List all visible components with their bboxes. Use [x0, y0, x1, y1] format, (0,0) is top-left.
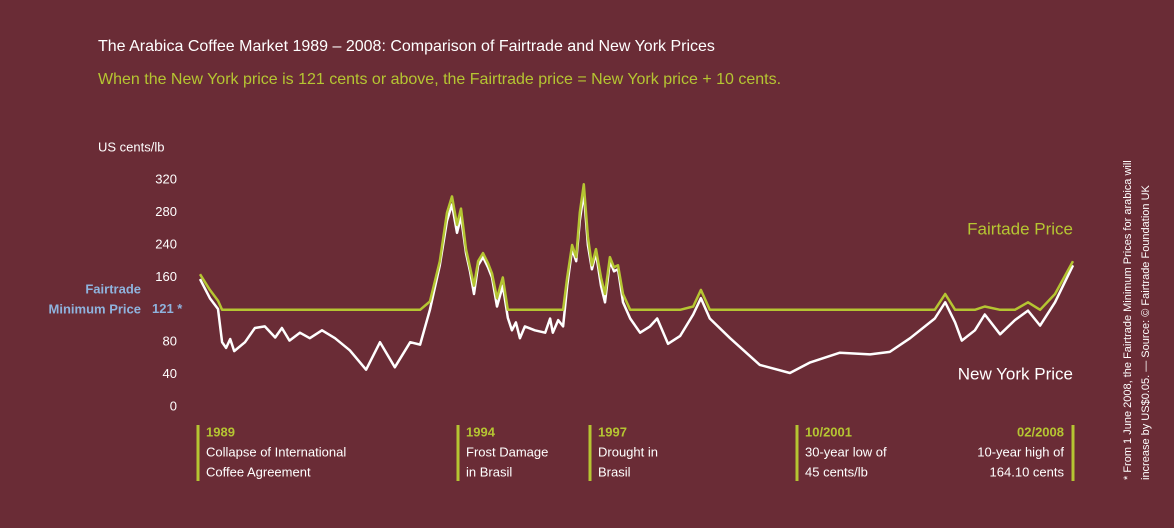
- y-tick-label: 80: [163, 334, 177, 349]
- annotation-bar: [795, 425, 799, 481]
- annotation-bar: [588, 425, 592, 481]
- chart-subtitle: When the New York price is 121 cents or …: [98, 71, 781, 88]
- line: [198, 183, 1075, 312]
- legend-label: Fairtade Price: [967, 219, 1073, 238]
- annotation-date: 10/2001: [805, 424, 852, 439]
- annotation-text: 10-year high of: [977, 444, 1064, 459]
- annotation-text: 30-year low of: [805, 444, 887, 459]
- y-tick-label: 160: [155, 269, 177, 284]
- y-axis-label: US cents/lb: [98, 139, 164, 154]
- annotation-text: 45 cents/lb: [805, 464, 868, 479]
- y-tick-label: 320: [155, 172, 177, 187]
- y-tick-label: 40: [163, 366, 177, 381]
- chart-title: The Arabica Coffee Market 1989 – 2008: C…: [98, 38, 715, 55]
- legend-label: New York Price: [958, 364, 1073, 383]
- annotation-date: 1989: [206, 424, 235, 439]
- annotation-bar: [456, 425, 460, 481]
- y-tick-label: 280: [155, 204, 177, 219]
- annotation-date: 1994: [466, 424, 496, 439]
- y-tick-label: 0: [170, 398, 177, 413]
- annotation-date: 1997: [598, 424, 627, 439]
- y-tick-label: 240: [155, 236, 177, 251]
- footnote: increase by US$0.05. — Source: © Fairtra…: [1140, 184, 1152, 480]
- annotation-text: Frost Damage: [466, 444, 548, 459]
- annotation-text: Collapse of International: [206, 444, 346, 459]
- minimum-price-label: Minimum Price: [49, 301, 141, 316]
- y-tick-label: 121 *: [152, 301, 183, 316]
- line: [198, 191, 1075, 375]
- annotation-text: Brasil: [598, 464, 631, 479]
- minimum-price-label: Fairtrade: [85, 281, 141, 296]
- annotation-bar: [1071, 425, 1075, 481]
- annotation-text: in Brasil: [466, 464, 512, 479]
- annotation-text: Coffee Agreement: [206, 464, 311, 479]
- annotation-date: 02/2008: [1017, 424, 1064, 439]
- annotation-text: 164.10 cents: [990, 464, 1065, 479]
- annotation-text: Drought in: [598, 444, 658, 459]
- footnote: * From 1 June 2008, the Fairtrade Minimu…: [1122, 160, 1134, 480]
- annotation-bar: [196, 425, 200, 481]
